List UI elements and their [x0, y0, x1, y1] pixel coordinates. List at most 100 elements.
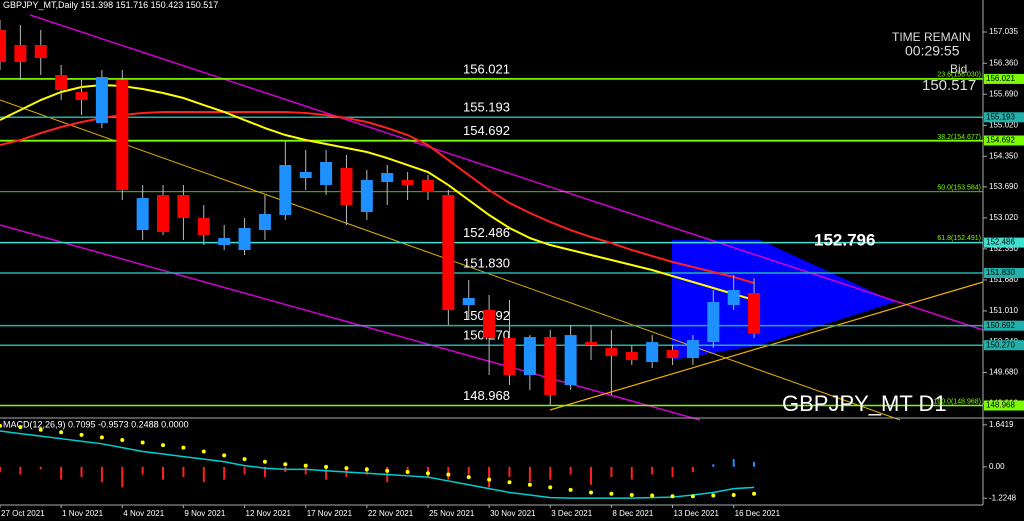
macd-signal-dot	[446, 472, 451, 477]
macd-bar	[732, 459, 735, 467]
candle-body	[75, 91, 88, 101]
candle-body	[381, 173, 394, 183]
y-tick-label: 151.010	[989, 306, 1018, 315]
fib-label: 50.0(153.584)	[937, 185, 981, 192]
bid-label: Bid	[950, 62, 967, 76]
level-price-label: 156.021	[986, 74, 1015, 83]
macd-signal-dot	[262, 459, 267, 464]
macd-signal-dot	[670, 494, 675, 499]
macd-bar	[121, 466, 124, 488]
ohlc-high: 151.716	[116, 0, 149, 10]
level-price-label: 150.270	[986, 340, 1015, 349]
x-tick-label: 12 Nov 2021	[246, 509, 292, 518]
macd-bar	[182, 466, 185, 478]
macd-bar	[590, 466, 593, 485]
time-remain: 00:29:55	[905, 43, 960, 59]
candle-body	[116, 80, 129, 191]
candle-body	[686, 340, 699, 359]
candle-body	[666, 350, 679, 359]
macd-signal-dot	[507, 480, 512, 485]
level-price-box	[984, 112, 1024, 123]
macd-title: MACD(12,26,9) 0.7095 -0.9573 0.2488 0.00…	[3, 419, 189, 429]
level-price-box	[984, 267, 1024, 278]
ohlc-open: 151.398	[81, 0, 114, 10]
level-label: 154.692	[463, 123, 510, 138]
x-tick-label: 27 Oct 2021	[1, 509, 45, 518]
candle-body	[340, 168, 353, 206]
macd-signal-dot	[18, 425, 23, 430]
candle-body	[421, 180, 434, 193]
candle-body	[625, 352, 638, 361]
macd-signal-dot	[79, 432, 84, 437]
bid: 150.517	[922, 77, 976, 94]
candle-body	[442, 195, 455, 311]
trend-line	[549, 281, 984, 411]
macd-bar	[549, 466, 552, 480]
candle-body	[748, 292, 761, 334]
watermark: GBPJPY_MT D1	[782, 391, 947, 416]
fib-label: 38.2(154.677)	[937, 134, 981, 141]
symbol: GBPJPY_MT,Daily	[3, 0, 79, 10]
candle-body	[14, 45, 27, 62]
macd-bar	[304, 466, 307, 475]
macd-signal-dot	[385, 468, 390, 473]
candle-body	[55, 75, 68, 91]
macd-bar	[467, 466, 470, 475]
candle-body	[646, 342, 659, 363]
candle-body	[320, 162, 333, 186]
macd-signal-dot	[344, 466, 349, 471]
macd-bar	[141, 466, 144, 475]
macd-signal-dot	[629, 493, 634, 498]
candle-body	[727, 290, 740, 306]
triangle-zone	[672, 240, 895, 360]
candle-body	[258, 214, 271, 231]
level-price-box	[984, 400, 1024, 411]
candle-body	[279, 165, 292, 216]
x-tick-label: 17 Nov 2021	[307, 509, 353, 518]
channel-line	[0, 224, 701, 421]
candle-body	[707, 302, 720, 343]
x-tick-label: 4 Nov 2021	[123, 509, 164, 518]
macd-signal-dot	[568, 487, 573, 492]
macd-signal-dot	[120, 437, 125, 442]
candle-body	[605, 348, 618, 357]
macd-bar	[610, 466, 613, 478]
candle-body	[238, 228, 251, 251]
y-tick-label: 149.680	[989, 368, 1018, 377]
candle-body	[218, 238, 231, 246]
level-price-box	[984, 340, 1024, 351]
macd-signal-dot	[222, 453, 227, 458]
candle-body	[34, 45, 47, 59]
y-tick-label: 157.035	[989, 27, 1018, 36]
candle-body	[401, 180, 414, 186]
macd-bar	[569, 466, 572, 475]
macd-bar	[100, 466, 103, 483]
macd-signal-dot	[650, 493, 655, 498]
level-price-box	[984, 135, 1024, 146]
level-price-box	[984, 237, 1024, 248]
candle-body	[136, 198, 149, 231]
macd-bar	[19, 466, 22, 475]
candle-body	[95, 76, 108, 124]
fib-label: 100.0(148.968)	[934, 398, 981, 405]
level-label: 152.486	[463, 225, 510, 240]
drawings	[0, 14, 984, 421]
ohlc-close: 150.517	[186, 0, 219, 10]
macd-bar	[712, 464, 715, 467]
x-tick-label: 9 Nov 2021	[184, 509, 225, 518]
macd-signal-dot	[161, 443, 166, 448]
y-tick-label: 153.690	[989, 182, 1018, 191]
macd-y-tick-label: -1.2248	[989, 493, 1017, 502]
candle-body	[177, 195, 190, 218]
level-label: 151.830	[463, 255, 510, 270]
level-price-label: 151.830	[986, 268, 1015, 277]
macd-bar	[325, 466, 328, 480]
y-tick-label: 154.350	[989, 151, 1018, 160]
macd-bar	[243, 466, 246, 475]
x-tick-label: 1 Nov 2021	[62, 509, 103, 518]
macd-signal-dot	[405, 469, 410, 474]
macd-signal-dot	[487, 477, 492, 482]
macd-bar	[202, 466, 205, 483]
macd-signal-dot	[324, 464, 329, 469]
